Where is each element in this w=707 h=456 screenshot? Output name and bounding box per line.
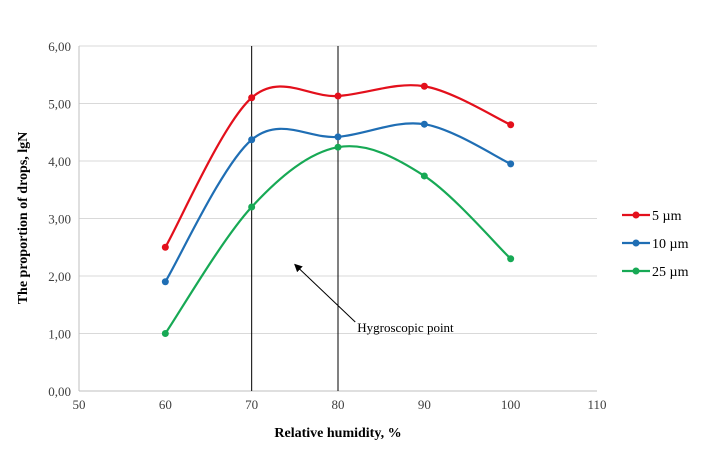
y-tick-label: 2,00: [48, 269, 71, 284]
data-point: [161, 243, 169, 251]
data-point: [420, 82, 428, 90]
data-point: [420, 172, 428, 180]
legend-entry: 25 µm: [652, 265, 689, 280]
annotation-arrow: [294, 263, 356, 323]
data-point: [334, 133, 342, 141]
y-tick-label: 0,00: [48, 384, 71, 399]
series-line: [164, 122, 512, 283]
data-point: [507, 160, 515, 168]
annotation-label: Hygroscopic point: [357, 320, 454, 335]
data-point: [507, 255, 515, 263]
legend-marker: [632, 239, 640, 247]
series-line: [164, 145, 512, 335]
data-point: [420, 120, 428, 128]
data-point: [334, 143, 342, 151]
data-point: [248, 94, 256, 102]
legend-marker: [632, 211, 640, 219]
y-tick-label: 5,00: [48, 97, 71, 112]
data-point: [507, 121, 515, 129]
data-point: [161, 330, 169, 337]
y-tick-label: 3,00: [48, 212, 71, 227]
x-tick-label: 90: [418, 397, 431, 412]
data-point: [334, 92, 342, 100]
x-tick-label: 110: [587, 397, 606, 412]
x-tick-label: 70: [245, 397, 258, 412]
y-tick-label: 4,00: [48, 154, 71, 169]
data-point: [248, 203, 256, 211]
x-axis-label: Relative humidity, %: [274, 426, 401, 441]
x-tick-label: 100: [501, 397, 521, 412]
x-tick-label: 60: [159, 397, 172, 412]
data-point: [248, 136, 256, 144]
y-axis-label: The proportion of drops, lgN: [16, 132, 31, 305]
y-tick-label: 1,00: [48, 327, 71, 342]
legend-entry: 5 µm: [652, 209, 682, 224]
legend-marker: [632, 267, 640, 275]
data-point: [161, 278, 169, 286]
x-tick-label: 50: [73, 397, 86, 412]
x-tick-label: 80: [332, 397, 345, 412]
legend-entry: 10 µm: [652, 237, 689, 252]
y-tick-label: 6,00: [48, 39, 71, 54]
series-line: [164, 84, 512, 248]
